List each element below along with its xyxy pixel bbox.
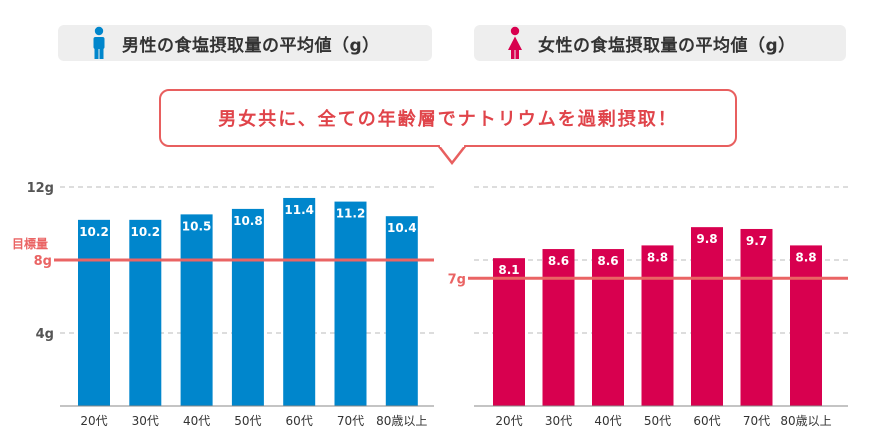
female-bar-1 (542, 249, 575, 406)
female-value-label-3: 8.8 (647, 250, 668, 264)
female-category-label-4: 60代 (693, 414, 720, 428)
male-value-label-4: 11.4 (284, 203, 314, 217)
male-bar-5 (334, 201, 367, 406)
female-category-label-1: 30代 (545, 414, 572, 428)
male-category-label-5: 70代 (337, 414, 364, 428)
female-value-label-1: 8.6 (548, 254, 569, 268)
male-salt-chart: 10.2 20代 10.2 30代 10.5 40代 10.8 50代 11.4 60代 11.2 7… (12, 181, 434, 428)
callout-tail (437, 145, 467, 165)
female-bar-6 (790, 245, 822, 406)
male-chart-header: 男性の食塩摂取量の平均値（g） (58, 25, 432, 61)
female-category-label-2: 40代 (594, 414, 621, 428)
male-value-label-0: 10.2 (79, 225, 109, 239)
female-value-label-0: 8.1 (498, 263, 519, 277)
male-category-label-3: 50代 (234, 414, 261, 428)
male-category-label-0: 20代 (80, 414, 107, 428)
female-bar-5 (740, 228, 773, 406)
female-person-icon (508, 26, 522, 59)
male-ytick-label-2: 12g (27, 181, 54, 196)
female-salt-chart: 8.1 20代 8.6 30代 8.6 40代 8.8 50代 9.8 60代 9.7 70代 8.8 8… (448, 186, 848, 428)
female-category-label-0: 20代 (495, 414, 522, 428)
male-bar-6 (385, 216, 418, 406)
female-target-value-label: 7g (448, 272, 466, 287)
male-bar-2 (180, 214, 213, 406)
female-value-label-6: 8.8 (795, 250, 816, 264)
female-bar-3 (641, 245, 674, 406)
male-target-value-label: 8g (34, 254, 52, 269)
male-value-label-1: 10.2 (130, 225, 160, 239)
female-value-label-4: 9.8 (696, 232, 717, 246)
male-chart-title: 男性の食塩摂取量の平均値（g） (122, 35, 380, 56)
female-category-label-5: 70代 (743, 414, 770, 428)
male-value-label-5: 11.2 (336, 207, 366, 221)
female-category-label-3: 50代 (644, 414, 671, 428)
male-category-label-2: 40代 (183, 414, 210, 428)
male-ytick-label-0: 4g (36, 327, 54, 342)
male-value-label-3: 10.8 (233, 214, 263, 228)
male-bar-3 (231, 208, 264, 406)
female-chart-title: 女性の食塩摂取量の平均値（g） (538, 35, 796, 56)
male-bar-1 (129, 219, 162, 406)
male-person-icon (93, 26, 105, 59)
female-category-label-6: 80歳以上 (780, 414, 831, 428)
callout-box: 男女共に、全ての年齢層でナトリウムを過剰摂取！ (159, 89, 737, 147)
male-bar-0 (78, 219, 110, 406)
male-bar-4 (283, 197, 316, 406)
female-bar-4 (691, 227, 723, 406)
male-value-label-2: 10.5 (182, 219, 212, 233)
male-target-label: 目標量 (12, 236, 48, 251)
female-bar-0 (493, 258, 525, 406)
female-value-label-2: 8.6 (597, 254, 618, 268)
male-category-label-1: 30代 (132, 414, 159, 428)
male-category-label-4: 60代 (286, 414, 313, 428)
female-value-label-5: 9.7 (746, 234, 767, 248)
male-category-label-6: 80歳以上 (376, 414, 427, 428)
female-bar-2 (592, 249, 624, 406)
callout-text: 男女共に、全ての年齢層でナトリウムを過剰摂取！ (218, 109, 678, 130)
male-value-label-6: 10.4 (387, 221, 417, 235)
female-chart-header: 女性の食塩摂取量の平均値（g） (474, 25, 846, 61)
